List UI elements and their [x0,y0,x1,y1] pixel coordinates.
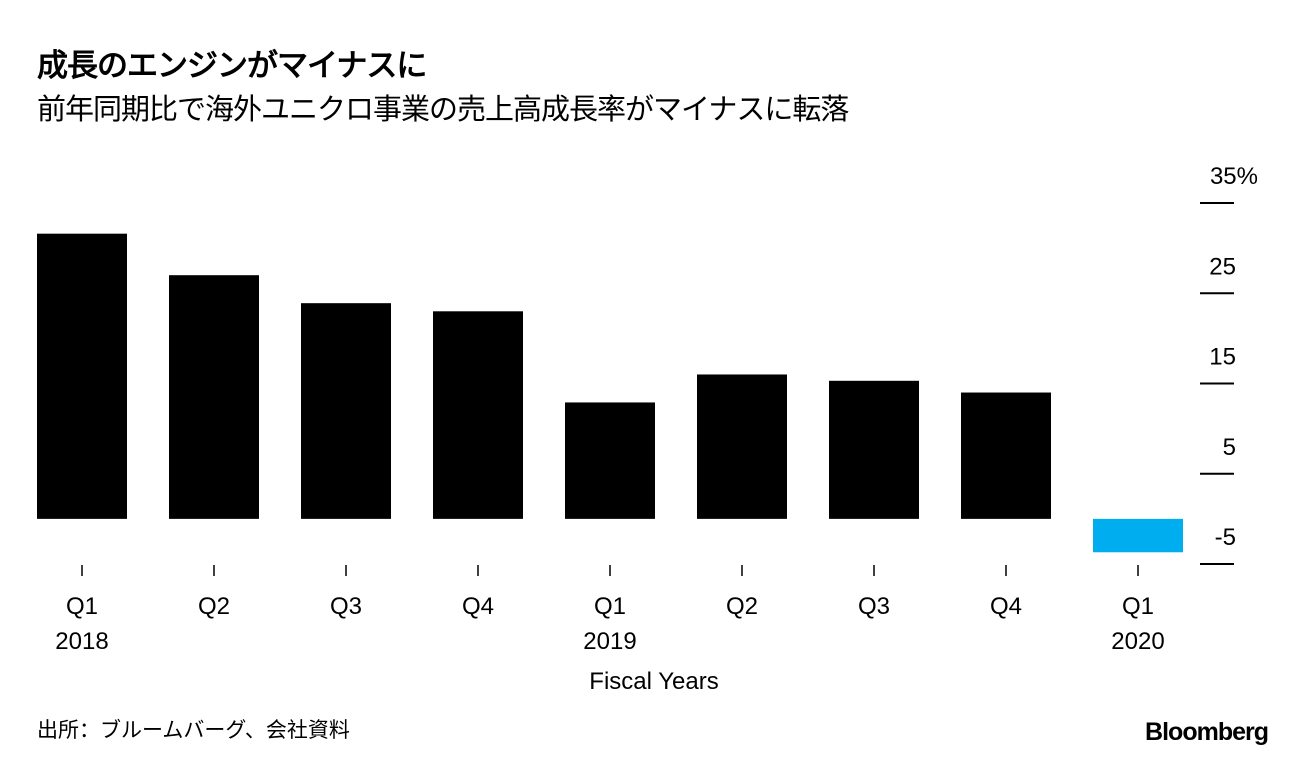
x-axis-label: Fiscal Years [589,668,718,695]
y-tick-label: 25 [1209,253,1236,280]
bar [829,380,919,519]
bar [301,303,391,519]
x-tick-label: Q1 [594,593,626,620]
y-tick-label: 5 [1223,434,1236,461]
x-tick-label: Q2 [198,593,230,620]
x-year-label: 2018 [55,628,108,655]
bar [37,233,127,519]
y-tick-label: 15 [1209,344,1236,371]
y-tick-label: -5 [1215,524,1236,551]
x-tick-label: Q3 [858,593,890,620]
x-tick-label: Q4 [990,593,1022,620]
bar [169,275,259,519]
x-tick-label: Q4 [462,593,494,620]
bar [961,392,1051,519]
y-tick-label: 35% [1210,163,1258,190]
x-year-label: 2019 [583,628,636,655]
bar [1093,518,1183,553]
chart-title: 成長のエンジンがマイナスに [37,48,427,84]
bloomberg-logo: Bloomberg [1145,718,1269,746]
x-tick-label: Q1 [1122,593,1154,620]
chart-subtitle: 前年同期比で海外ユニクロ事業の売上高成長率がマイナスに転落 [37,92,849,126]
x-tick-label: Q2 [726,593,758,620]
bar [433,311,523,519]
x-tick-label: Q1 [66,593,98,620]
source-note: 出所：ブルームバーグ、会社資料 [37,718,350,742]
bar [565,402,655,519]
x-year-label: 2020 [1111,628,1164,655]
x-tick-label: Q3 [330,593,362,620]
bar [697,374,787,519]
